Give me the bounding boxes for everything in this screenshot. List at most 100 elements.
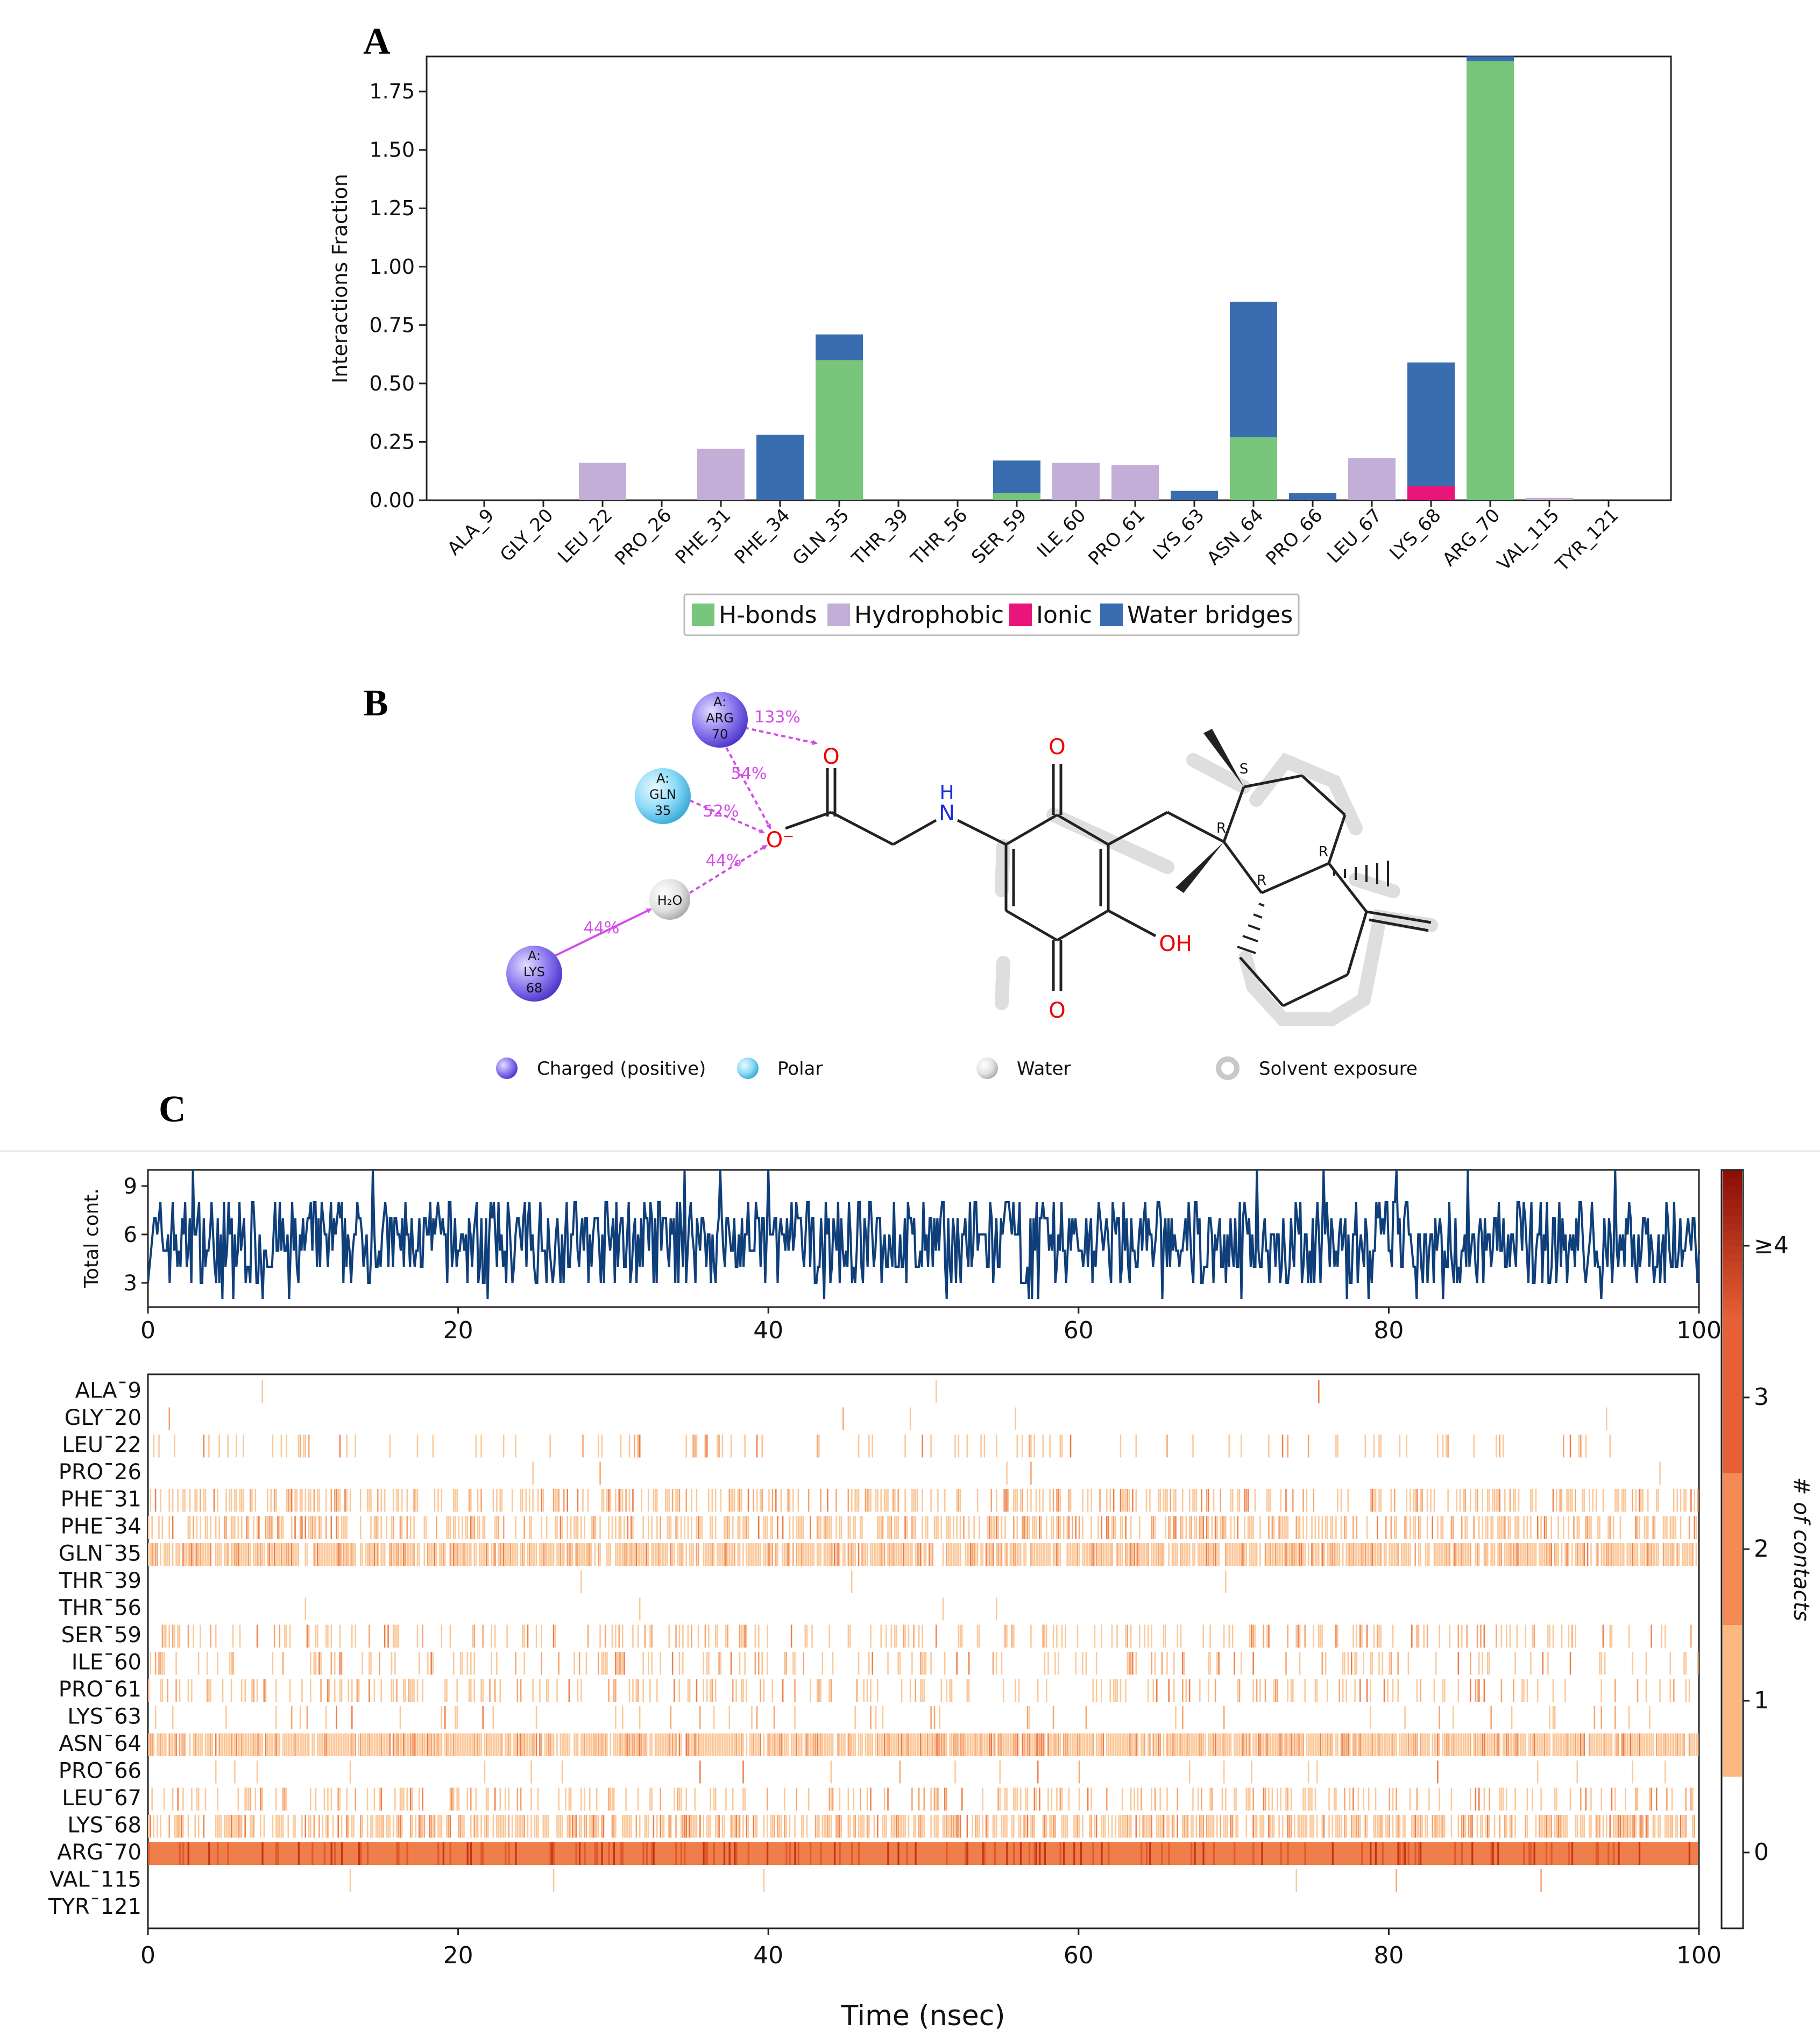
heatmap-cell — [1409, 1489, 1411, 1512]
heatmap-cell — [883, 1787, 886, 1811]
heatmap-cell — [327, 1787, 329, 1811]
heatmap-cell — [1202, 1543, 1205, 1566]
heatmap-cell — [1225, 1543, 1227, 1566]
heatmap-cell — [1359, 1624, 1361, 1648]
heatmap-cell — [1154, 1733, 1156, 1756]
heatmap-cell — [667, 1543, 668, 1566]
heatmap-cell — [1437, 1543, 1439, 1566]
heatmap-cell — [201, 1543, 203, 1566]
heatmap-cell — [1254, 1815, 1256, 1838]
heatmap-cell — [853, 1787, 854, 1811]
heatmap-cell — [625, 1815, 627, 1838]
heatmap-cell — [566, 1815, 568, 1838]
heatmap-cell — [200, 1624, 201, 1648]
heatmap-cell — [1097, 1543, 1099, 1566]
heatmap-cell — [922, 1516, 923, 1539]
heatmap-cell — [522, 1489, 523, 1512]
heatmap-cell — [1514, 1489, 1516, 1512]
heatmap-cell — [1582, 1815, 1583, 1838]
heatmap-cell — [286, 1435, 287, 1458]
heatmap-cell — [341, 1543, 343, 1566]
bond — [1222, 786, 1245, 842]
heatmap-cell — [696, 1543, 698, 1566]
heatmap-cell — [889, 1516, 890, 1539]
heatmap-cell — [299, 1516, 301, 1539]
heatmap-cell — [944, 1652, 946, 1675]
heatmap-cell — [496, 1733, 498, 1756]
heatmap-cell — [217, 1842, 219, 1865]
heatmap-cell — [1549, 1624, 1550, 1648]
heatmap-cell — [1469, 1815, 1471, 1838]
heatmap-cell — [689, 1815, 691, 1838]
heatmap-cell — [1361, 1733, 1363, 1756]
heatmap-cell — [1001, 1815, 1003, 1838]
heatmap-cell — [1464, 1489, 1466, 1512]
heatmap-cell — [825, 1733, 827, 1756]
heatmap-cell — [1407, 1842, 1410, 1865]
heatmap-cell — [1568, 1516, 1570, 1539]
heatmap-cell — [766, 1733, 768, 1756]
x-tick-label: LEU_22 — [554, 505, 617, 567]
heatmap-cell — [996, 1543, 997, 1566]
bar-hydrophobic — [1052, 463, 1100, 500]
heatmap-cell — [206, 1679, 208, 1702]
heatmap-cell — [578, 1842, 581, 1865]
heatmap-cell — [530, 1815, 532, 1838]
heatmap-cell — [982, 1543, 983, 1566]
heatmap-cell — [189, 1733, 191, 1756]
heatmap-cell — [651, 1624, 653, 1648]
heatmap-cell — [532, 1461, 534, 1485]
heatmap-cell — [866, 1733, 868, 1756]
heatmap-cell — [1449, 1733, 1451, 1756]
heatmap-cell — [423, 1733, 426, 1756]
heatmap-cell — [1013, 1489, 1015, 1512]
heatmap-cell — [287, 1733, 289, 1756]
heatmap-row-label: GLN¯35 — [59, 1541, 141, 1566]
heatmap-cell — [1182, 1706, 1184, 1729]
heatmap-cell — [1485, 1516, 1487, 1539]
heatmap-cell — [528, 1543, 530, 1566]
heatmap-cell — [1161, 1842, 1163, 1865]
heatmap-cell — [710, 1787, 711, 1811]
heatmap-cell — [418, 1787, 420, 1811]
heatmap-cell — [522, 1733, 523, 1756]
heatmap-cell — [423, 1543, 426, 1566]
heatmap-cell — [930, 1543, 932, 1566]
x-tick-label: GLY_20 — [496, 505, 557, 566]
heatmap-cell — [621, 1489, 624, 1512]
heatmap-cell — [505, 1543, 506, 1566]
heatmap-cell — [1113, 1489, 1115, 1512]
heatmap-cell — [1595, 1842, 1598, 1865]
heatmap-cell — [1180, 1516, 1182, 1539]
heatmap-cell — [520, 1733, 522, 1756]
heatmap-cell — [1385, 1543, 1387, 1566]
heatmap-cell — [1683, 1543, 1685, 1566]
heatmap-cell — [763, 1679, 765, 1702]
heatmap-cell — [751, 1706, 753, 1729]
bond — [1056, 813, 1109, 846]
heatmap-cell — [1082, 1516, 1083, 1539]
heatmap-cell — [1333, 1543, 1335, 1566]
heatmap-cell — [985, 1815, 987, 1838]
heatmap-cell — [193, 1624, 194, 1648]
heatmap-cell — [563, 1543, 565, 1566]
heatmap-cell — [472, 1733, 473, 1756]
heatmap-cell — [470, 1733, 472, 1756]
heatmap-cell — [1254, 1489, 1256, 1512]
heatmap-cell — [1121, 1733, 1123, 1756]
heatmap-cell — [1437, 1815, 1439, 1838]
heatmap-cell — [685, 1489, 688, 1512]
heatmap-cell — [954, 1733, 956, 1756]
heatmap-cell — [449, 1842, 451, 1865]
heatmap-cell — [1545, 1733, 1547, 1756]
heatmap-cell — [969, 1733, 972, 1756]
heatmap-cell — [1327, 1733, 1328, 1756]
heatmap-cell — [525, 1733, 527, 1756]
heatmap-cell — [1390, 1516, 1392, 1539]
heatmap-cell — [1652, 1516, 1654, 1539]
heatmap-cell — [1490, 1706, 1492, 1729]
heatmap-cell — [1357, 1733, 1359, 1756]
heatmap-cell — [310, 1815, 311, 1838]
heatmap-cell — [1609, 1815, 1611, 1838]
